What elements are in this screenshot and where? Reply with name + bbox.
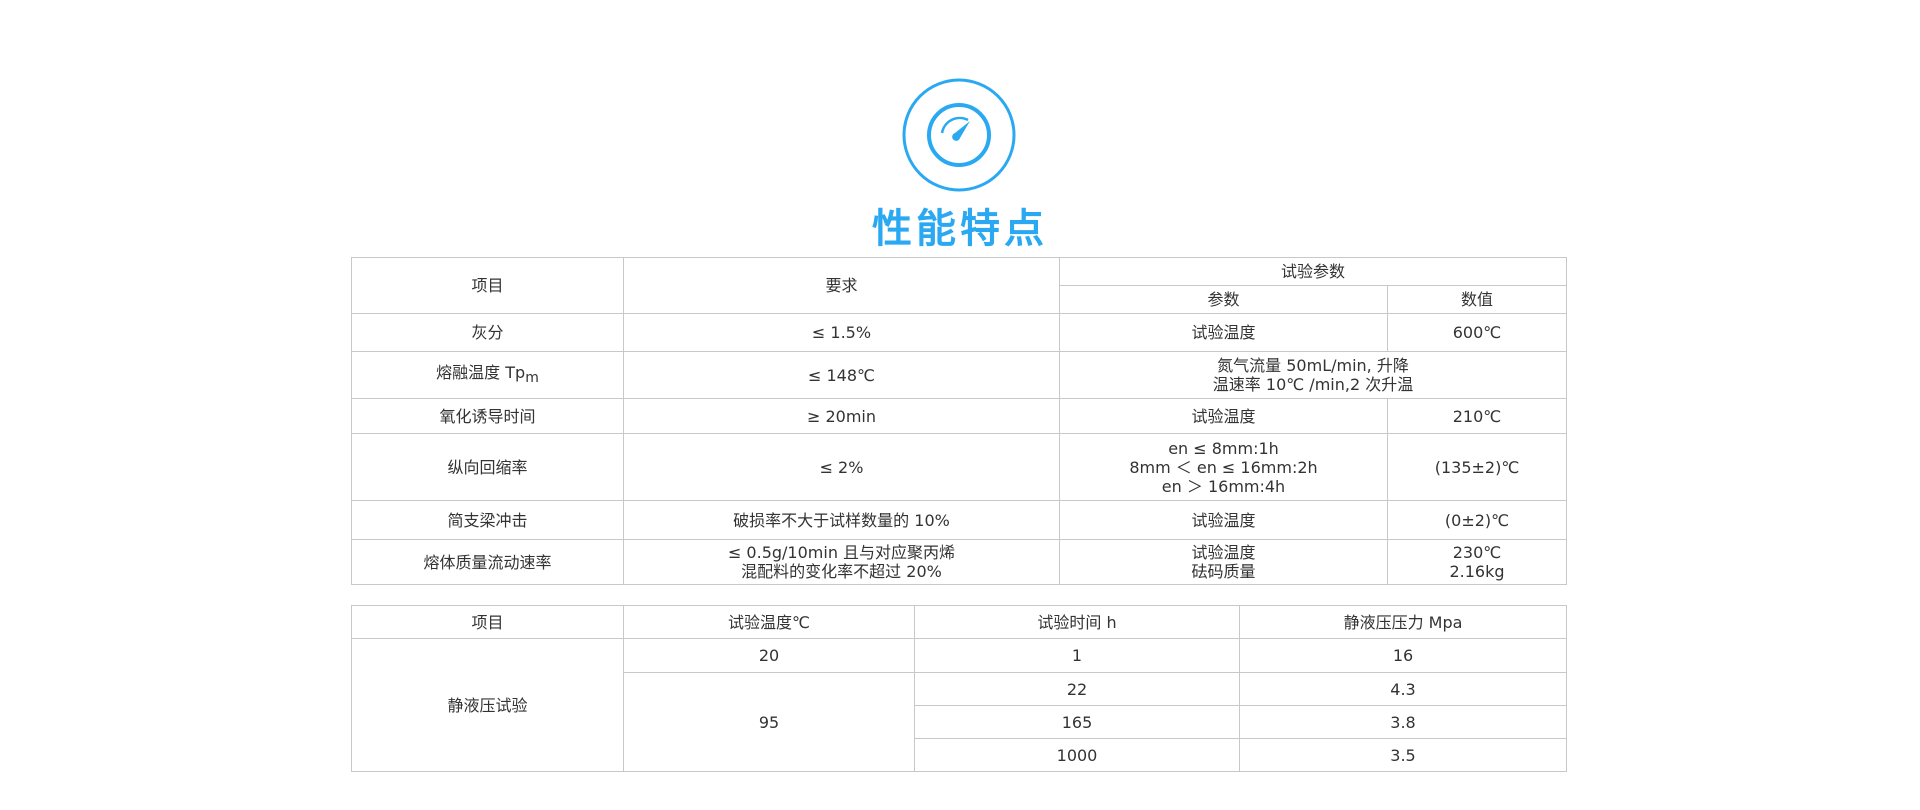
table-row: 氧化诱导时间 ≥ 20min 试验温度 210℃ — [351, 398, 1568, 434]
cell-item: 简支梁冲击 — [351, 500, 624, 540]
table-row: 灰分 ≤ 1.5% 试验温度 600℃ — [351, 313, 1568, 352]
header-temp: 试验温度℃ — [623, 605, 915, 639]
table-row: 1000 3.5 — [352, 738, 1567, 772]
param-line: 试验温度 — [1191, 543, 1256, 562]
hydrostatic-table: 项目 试验温度℃ 试验时间 h 静液压压力 Mpa 静液压试验 20 1 16 … — [351, 605, 1567, 772]
param-line: 8mm ＜ en ≤ 16mm:2h — [1129, 457, 1318, 477]
cell-time: 1 — [914, 638, 1240, 673]
header-pressure: 静液压压力 Mpa — [1239, 605, 1567, 639]
cell-requirement: ≥ 20min — [623, 398, 1060, 434]
header-item: 项目 — [351, 605, 624, 639]
cell-item: 灰分 — [351, 313, 624, 352]
header-param: 参数 — [1059, 285, 1388, 314]
cell-temp: 20 — [623, 638, 915, 673]
table-row: 熔体质量流动速率 ≤ 0.5g/10min 且与对应聚丙烯 混配料的变化率不超过 … — [351, 539, 1568, 585]
header-requirement: 要求 — [623, 257, 1060, 314]
page-title: 性能特点 — [872, 206, 1048, 252]
cell-requirement: ≤ 148℃ — [623, 351, 1060, 399]
cell-item: 熔融温度 Tpm — [351, 351, 624, 399]
header-item: 项目 — [351, 257, 624, 314]
cell-value: (0±2)℃ — [1386, 500, 1568, 540]
param-line: 砝码质量 — [1191, 562, 1256, 581]
header-value: 数值 — [1386, 285, 1568, 314]
cell-requirement: ≤ 0.5g/10min 且与对应聚丙烯 混配料的变化率不超过 20% — [623, 539, 1060, 585]
cell-param: 氮气流量 50mL/min, 升降 温速率 10℃ /min,2 次升温 — [1058, 351, 1568, 399]
param-line: 温速率 10℃ /min,2 次升温 — [1212, 375, 1414, 394]
table-row: 165 3.8 — [352, 705, 1567, 739]
table-row: 简支梁冲击 破损率不大于试样数量的 10% 试验温度 (0±2)℃ — [351, 500, 1568, 540]
cell-temp: 95 — [623, 672, 915, 772]
value-line: 230℃ — [1452, 543, 1502, 562]
header-time: 试验时间 h — [914, 605, 1240, 639]
requirement-line: ≤ 0.5g/10min 且与对应聚丙烯 — [727, 543, 956, 562]
table-row: 95 22 4.3 — [352, 672, 1567, 772]
table-row: 熔融温度 Tpm ≤ 148℃ 氮气流量 50mL/min, 升降 温速率 10℃… — [351, 351, 1568, 399]
cell-param: 试验温度 — [1059, 313, 1388, 352]
performance-table: 项目 要求 试验参数 参数 数值 灰分 ≤ 1.5% 试验温度 600℃ 熔融温… — [351, 257, 1568, 585]
item-text: 熔融温度 Tp — [436, 362, 526, 382]
cell-item: 静液压试验 — [351, 638, 624, 772]
cell-requirement: ≤ 2% — [623, 433, 1060, 501]
cell-requirement: ≤ 1.5% — [623, 313, 1060, 352]
cell-pressure: 4.3 — [1239, 672, 1567, 706]
cell-pressure: 16 — [1239, 638, 1567, 673]
cell-pressure: 3.5 — [1239, 738, 1567, 772]
cell-pressure: 3.8 — [1239, 705, 1567, 739]
table-row: 纵向回缩率 ≤ 2% en ≤ 8mm:1h 8mm ＜ en ≤ 16mm:2h… — [351, 433, 1568, 501]
cell-time: 1000 — [914, 738, 1240, 772]
cell-item: 熔体质量流动速率 — [351, 539, 624, 585]
cell-value: (135±2)℃ — [1386, 433, 1568, 501]
param-line: en ≤ 8mm:1h — [1168, 438, 1279, 458]
value-line: 2.16kg — [1449, 562, 1505, 581]
cell-item: 氧化诱导时间 — [351, 398, 624, 434]
cell-time: 22 — [914, 672, 1240, 706]
cell-param: 试验温度 砝码质量 — [1059, 539, 1388, 585]
cell-value: 600℃ — [1386, 313, 1568, 352]
cell-param: 试验温度 — [1059, 398, 1388, 434]
requirement-line: 混配料的变化率不超过 20% — [741, 562, 942, 581]
cell-value: 210℃ — [1386, 398, 1568, 434]
speedometer-icon — [902, 78, 1016, 192]
header-row: 项目 试验温度℃ 试验时间 h 静液压压力 Mpa — [351, 605, 1567, 639]
item-subscript: m — [525, 369, 539, 386]
param-line: en ＞ 16mm:4h — [1161, 476, 1286, 496]
cell-value: 230℃ 2.16kg — [1386, 539, 1568, 585]
cell-param: en ≤ 8mm:1h 8mm ＜ en ≤ 16mm:2h en ＞ 16mm:4… — [1059, 433, 1388, 501]
header-test-params: 试验参数 — [1058, 257, 1568, 286]
cell-item: 纵向回缩率 — [351, 433, 624, 501]
cell-requirement: 破损率不大于试样数量的 10% — [623, 500, 1060, 540]
param-line: 氮气流量 50mL/min, 升降 — [1217, 356, 1409, 375]
table-row: 静液压试验 20 1 16 — [351, 638, 1567, 772]
cell-time: 165 — [914, 705, 1240, 739]
cell-param: 试验温度 — [1059, 500, 1388, 540]
